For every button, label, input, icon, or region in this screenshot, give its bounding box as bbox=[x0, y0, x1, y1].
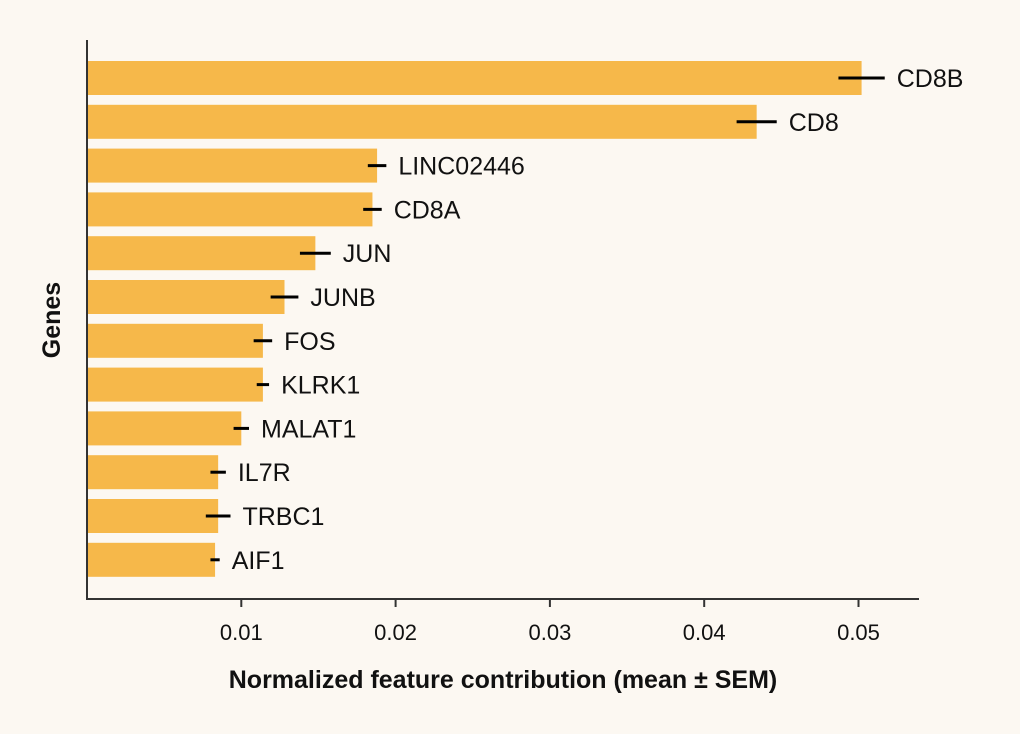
bar-jun bbox=[87, 236, 316, 271]
bar-junb bbox=[87, 280, 285, 314]
bar-linc02446 bbox=[87, 148, 378, 183]
x-tick-label: 0.04 bbox=[683, 620, 726, 645]
bar-trbc1 bbox=[87, 499, 219, 533]
bar-klrk1 bbox=[87, 367, 263, 402]
x-axis-label: Normalized feature contribution (mean ± … bbox=[229, 666, 778, 694]
bar-label: CD8B bbox=[897, 65, 964, 93]
bar-label: AIF1 bbox=[232, 547, 285, 575]
x-tick-label: 0.02 bbox=[374, 620, 417, 645]
bar-label: KLRK1 bbox=[281, 372, 360, 400]
y-axis-label: Genes bbox=[38, 282, 66, 358]
bar-cd8 bbox=[87, 104, 757, 139]
x-tick-label: 0.05 bbox=[837, 620, 880, 645]
bar-fos bbox=[87, 323, 263, 358]
bar-malat1 bbox=[87, 411, 242, 446]
bar-label: FOS bbox=[284, 328, 335, 356]
x-tick-label: 0.03 bbox=[528, 620, 571, 645]
bar-label: LINC02446 bbox=[398, 153, 524, 181]
bar-cd8a bbox=[87, 192, 373, 227]
bar-il7r bbox=[87, 455, 219, 490]
bar-label: JUN bbox=[343, 240, 392, 268]
error-bars bbox=[205, 76, 885, 562]
bar-label: MALAT1 bbox=[261, 415, 356, 443]
bars bbox=[87, 61, 862, 577]
x-tick-label: 0.01 bbox=[220, 620, 263, 645]
bar-label: CD8 bbox=[789, 109, 839, 137]
x-ticks: 0.01 0.02 0.03 0.04 0.05 bbox=[220, 599, 880, 645]
bar-aif1 bbox=[87, 542, 216, 577]
bar-label: JUNB bbox=[310, 284, 375, 312]
bar-label: IL7R bbox=[238, 459, 291, 487]
bar-label: CD8A bbox=[394, 196, 461, 224]
bar-label: TRBC1 bbox=[242, 503, 324, 531]
bar-cd8b bbox=[87, 61, 862, 95]
